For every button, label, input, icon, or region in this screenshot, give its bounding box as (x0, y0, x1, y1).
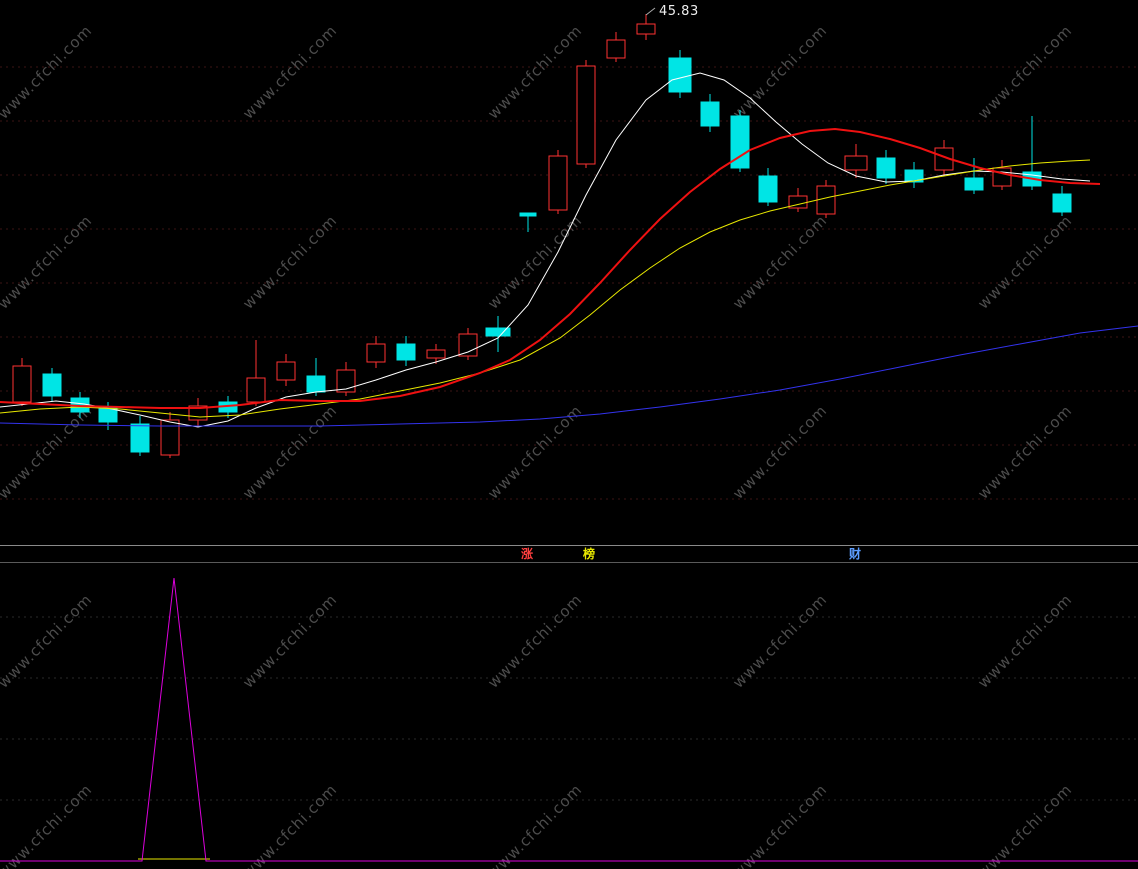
candle-body (730, 115, 750, 169)
candle-body (426, 349, 446, 359)
candle-body (485, 327, 511, 337)
candle[interactable] (904, 162, 924, 188)
candle[interactable] (306, 358, 326, 396)
candle[interactable] (934, 140, 954, 176)
candle[interactable] (366, 336, 386, 368)
candle[interactable] (576, 60, 596, 168)
candle[interactable] (160, 412, 180, 458)
ma-line-blue (0, 325, 1138, 427)
candle[interactable] (700, 94, 720, 132)
candle[interactable] (42, 368, 62, 402)
candle[interactable] (964, 158, 984, 194)
candle-body (844, 155, 868, 171)
candle-body (548, 155, 568, 211)
candle[interactable] (485, 316, 511, 352)
candle-body (700, 101, 720, 127)
price-candlestick-pane[interactable] (0, 0, 1138, 545)
high-price-label: 45.83 (659, 4, 699, 19)
candle-body (12, 365, 32, 403)
candle-body (458, 333, 478, 357)
candle[interactable] (519, 212, 537, 232)
candle-body (519, 212, 537, 217)
candle[interactable] (130, 416, 150, 456)
candle-body (336, 369, 356, 393)
candle-body (606, 39, 626, 59)
ma-line-red (0, 127, 1101, 409)
candle-body (276, 361, 296, 381)
candle-body (366, 343, 386, 363)
candle[interactable] (606, 32, 626, 62)
candle-body (160, 419, 180, 456)
candle[interactable] (788, 188, 808, 212)
candle[interactable] (758, 168, 778, 206)
candle-body (816, 185, 836, 215)
candle-body (636, 23, 656, 35)
candle-body (904, 169, 924, 183)
candle[interactable] (336, 362, 356, 396)
ma-line-white (0, 72, 1091, 428)
candle-body (668, 57, 692, 93)
candle-body (246, 377, 266, 403)
candle[interactable] (668, 50, 692, 98)
candle-body (758, 175, 778, 203)
candle[interactable] (458, 328, 478, 360)
divider-shortcut-3[interactable]: 财 (849, 547, 862, 561)
indicator-pane[interactable] (0, 563, 1138, 869)
candle[interactable] (246, 340, 266, 406)
high-price-tick (645, 7, 656, 16)
candle-body (1052, 193, 1072, 213)
pane-divider: 涨榜财 (0, 545, 1138, 563)
divider-shortcut-1[interactable]: 涨 (521, 547, 534, 561)
candle[interactable] (188, 398, 208, 426)
candle-body (130, 423, 150, 453)
candle[interactable] (548, 150, 568, 214)
candle-body (876, 157, 896, 179)
candle[interactable] (12, 358, 32, 406)
candle[interactable] (730, 110, 750, 172)
candle-body (396, 343, 416, 361)
candle-body (42, 373, 62, 397)
candle-body (964, 177, 984, 191)
candle[interactable] (876, 150, 896, 184)
indicator-line-signal (0, 577, 1138, 862)
candle[interactable] (276, 354, 296, 386)
candle[interactable] (426, 344, 446, 364)
candle[interactable] (816, 180, 836, 218)
candle[interactable] (844, 144, 868, 178)
candle[interactable] (396, 336, 416, 366)
ma-line-yellow (0, 159, 1091, 418)
candle-body (306, 375, 326, 393)
candle[interactable] (1052, 186, 1072, 216)
divider-shortcut-2[interactable]: 榜 (583, 547, 596, 561)
candle-body (576, 65, 596, 165)
candle[interactable] (636, 14, 656, 40)
candle-body (98, 407, 118, 423)
